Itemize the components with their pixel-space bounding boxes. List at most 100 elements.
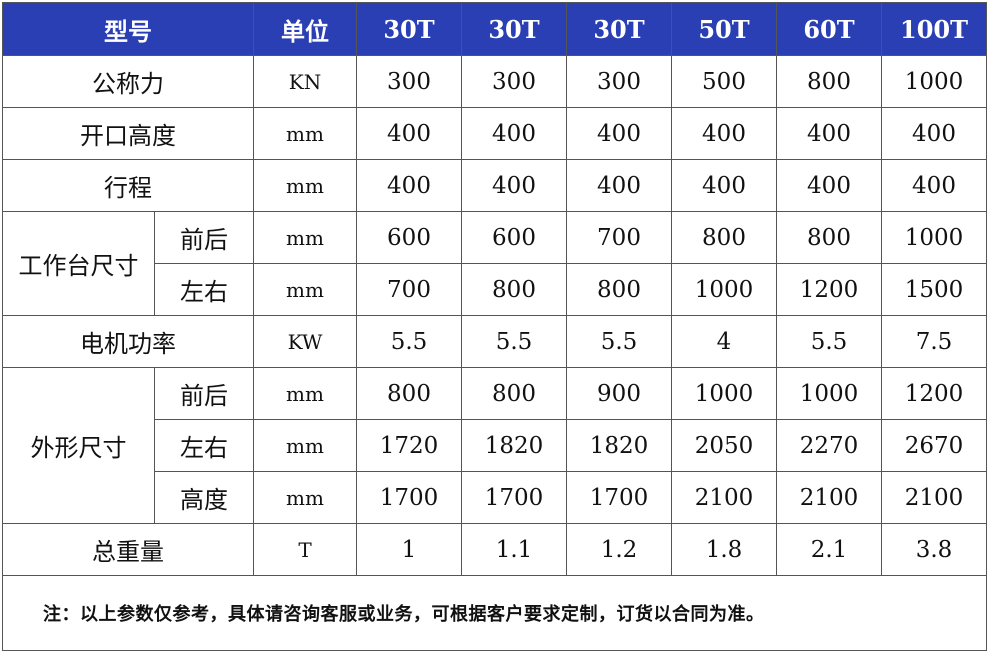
unit-cell: mm — [253, 159, 357, 212]
row-label: 电机功率 — [2, 315, 254, 368]
header-model-name: 100T — [881, 2, 987, 56]
value-cell: 400 — [356, 159, 462, 212]
row-label: 行程 — [2, 159, 254, 212]
value-cell: 2050 — [671, 419, 777, 472]
header-row: 型号 单位 30T 30T 30T 50T 60T 100T — [2, 2, 987, 56]
footnote: 注：以上参数仅参考，具体请咨询客服或业务，可根据客户要求定制，订货以合同为准。 — [2, 575, 987, 651]
header-model-name: 50T — [671, 2, 777, 56]
table-row: 外形尺寸 前后 mm 800 800 900 1000 1000 1200 — [2, 367, 987, 524]
value-cell: 1000 — [881, 211, 987, 264]
unit-cell: KN — [253, 55, 357, 108]
row-sublabel: 前后 — [154, 367, 254, 420]
unit-cell: mm — [253, 471, 357, 524]
value-cell: 400 — [356, 107, 462, 160]
value-cell: 300 — [566, 55, 672, 108]
value-cell: 400 — [881, 107, 987, 160]
value-cell: 2.1 — [776, 523, 882, 576]
value-cell: 800 — [776, 211, 882, 264]
header-model-name: 30T — [566, 2, 672, 56]
value-cell: 900 — [566, 367, 672, 420]
value-cell: 2100 — [671, 471, 777, 524]
unit-cell: mm — [253, 263, 357, 316]
note-row: 注：以上参数仅参考，具体请咨询客服或业务，可根据客户要求定制，订货以合同为准。 — [2, 575, 987, 651]
value-cell: 700 — [356, 263, 462, 316]
value-cell: 300 — [356, 55, 462, 108]
value-cell: 400 — [881, 159, 987, 212]
value-cell: 1700 — [461, 471, 567, 524]
value-cell: 400 — [461, 107, 567, 160]
value-cell: 400 — [671, 107, 777, 160]
value-cell: 800 — [671, 211, 777, 264]
value-cell: 2100 — [881, 471, 987, 524]
value-cell: 1000 — [881, 55, 987, 108]
value-cell: 800 — [461, 263, 567, 316]
table-row: 高度 mm 1700 1700 1700 2100 2100 2100 — [3, 471, 987, 524]
row-sublabel: 前后 — [154, 211, 254, 264]
row-sublabel: 左右 — [154, 419, 254, 472]
value-cell: 1200 — [881, 367, 987, 420]
value-cell: 5.5 — [776, 315, 882, 368]
value-cell: 800 — [566, 263, 672, 316]
value-cell: 4 — [671, 315, 777, 368]
value-cell: 1700 — [356, 471, 462, 524]
row-sublabel: 左右 — [154, 263, 254, 316]
value-cell: 2100 — [776, 471, 882, 524]
table-row: 行程 mm 400 400 400 400 400 400 — [2, 159, 987, 212]
value-cell: 400 — [776, 107, 882, 160]
table-row: 开口高度 mm 400 400 400 400 400 400 — [2, 107, 987, 160]
value-cell: 800 — [461, 367, 567, 420]
table-row: 工作台尺寸 前后 mm 600 600 700 800 800 1000 — [2, 211, 987, 316]
value-cell: 5.5 — [566, 315, 672, 368]
value-cell: 1700 — [566, 471, 672, 524]
unit-cell: mm — [253, 419, 357, 472]
row-group-label: 工作台尺寸 — [2, 211, 155, 316]
value-cell: 1500 — [881, 263, 987, 316]
header-model-name: 30T — [356, 2, 462, 56]
unit-cell: mm — [253, 211, 357, 264]
value-cell: 400 — [776, 159, 882, 212]
value-cell: 1820 — [461, 419, 567, 472]
header-model-name: 30T — [461, 2, 567, 56]
value-cell: 400 — [671, 159, 777, 212]
value-cell: 3.8 — [881, 523, 987, 576]
value-cell: 400 — [566, 107, 672, 160]
row-sublabel: 高度 — [154, 471, 254, 524]
value-cell: 800 — [776, 55, 882, 108]
value-cell: 1000 — [671, 367, 777, 420]
unit-cell: KW — [253, 315, 357, 368]
value-cell: 500 — [671, 55, 777, 108]
unit-cell: mm — [253, 367, 357, 420]
value-cell: 1000 — [776, 367, 882, 420]
value-cell: 2670 — [881, 419, 987, 472]
value-cell: 800 — [356, 367, 462, 420]
value-cell: 1820 — [566, 419, 672, 472]
value-cell: 600 — [356, 211, 462, 264]
value-cell: 2270 — [776, 419, 882, 472]
table-row: 左右 mm 1720 1820 1820 2050 2270 2670 — [3, 419, 987, 472]
value-cell: 600 — [461, 211, 567, 264]
table-row: 电机功率 KW 5.5 5.5 5.5 4 5.5 7.5 — [2, 315, 987, 368]
value-cell: 1.2 — [566, 523, 672, 576]
row-label: 公称力 — [2, 55, 254, 108]
unit-cell: T — [253, 523, 357, 576]
value-cell: 1.8 — [671, 523, 777, 576]
header-model: 型号 — [2, 2, 254, 56]
value-cell: 7.5 — [881, 315, 987, 368]
value-cell: 1720 — [356, 419, 462, 472]
table-row: 总重量 T 1 1.1 1.2 1.8 2.1 3.8 — [2, 523, 987, 576]
value-cell: 5.5 — [461, 315, 567, 368]
value-cell: 1200 — [776, 263, 882, 316]
value-cell: 1000 — [671, 263, 777, 316]
row-label: 开口高度 — [2, 107, 254, 160]
value-cell: 1.1 — [461, 523, 567, 576]
value-cell: 400 — [461, 159, 567, 212]
row-group-label: 外形尺寸 — [2, 367, 155, 524]
unit-cell: mm — [253, 107, 357, 160]
header-model-name: 60T — [776, 2, 882, 56]
header-unit: 单位 — [253, 2, 357, 56]
value-cell: 5.5 — [356, 315, 462, 368]
value-cell: 400 — [566, 159, 672, 212]
table-row: 公称力 KN 300 300 300 500 800 1000 — [2, 55, 987, 108]
value-cell: 700 — [566, 211, 672, 264]
